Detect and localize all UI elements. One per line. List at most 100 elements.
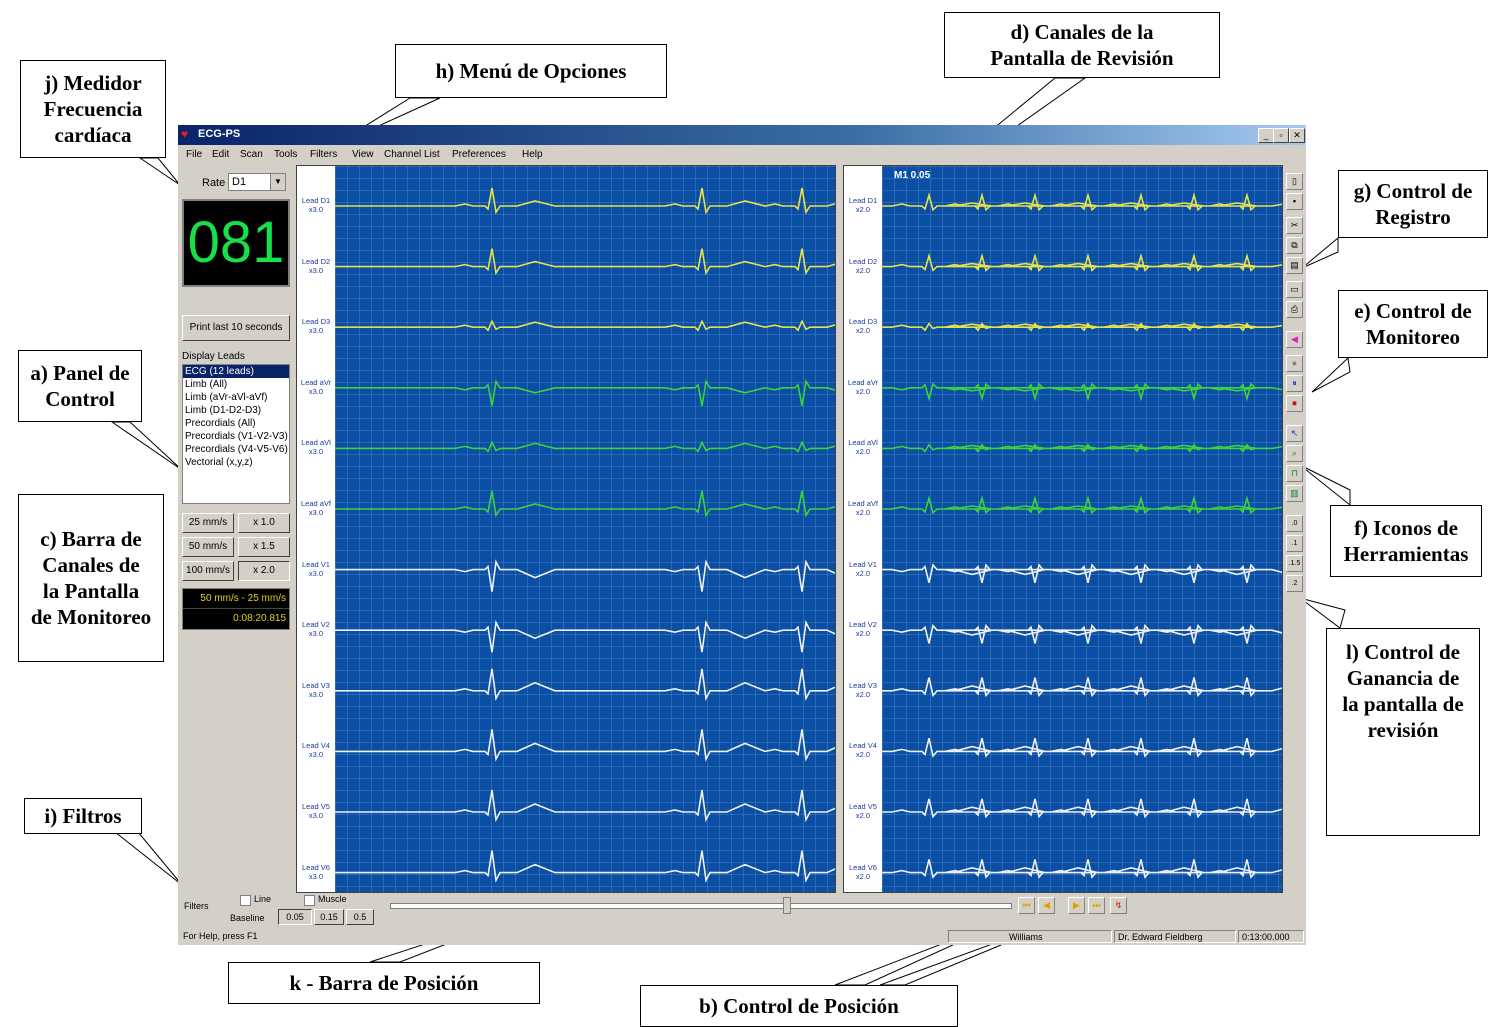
leader-a: [110, 421, 183, 471]
review-gain-2-button[interactable]: .2: [1286, 575, 1303, 592]
callout-a-control-panel: a) Panel de Control: [18, 350, 142, 422]
position-bar-thumb[interactable]: [783, 897, 791, 914]
review-channel-bar: [844, 166, 882, 892]
review-lead-label: Lead V5 x2.0: [849, 802, 877, 820]
step-forward-icon[interactable]: ▶: [1068, 897, 1085, 914]
monitor-lead-label: Lead aVf x3.0: [300, 499, 332, 517]
menu-channel-list[interactable]: Channel List: [384, 149, 440, 160]
display-leads-label: Display Leads: [182, 351, 245, 362]
zoom-tool-icon[interactable]: ⌕: [1286, 445, 1303, 462]
jump-position-icon[interactable]: ↯: [1110, 897, 1127, 914]
review-trace-4: [882, 443, 1282, 453]
step-back-icon[interactable]: ◀: [1038, 897, 1055, 914]
review-gain-1-5-button[interactable]: .1.5: [1286, 555, 1303, 572]
baseline-0-05-button[interactable]: 0.05: [278, 909, 312, 925]
monitor-pause-icon[interactable]: ⏸: [1286, 375, 1303, 392]
status-bar: For Help, press F1 Williams Dr. Edward F…: [178, 930, 1306, 945]
list-item[interactable]: Precordials (All): [185, 418, 256, 429]
monitor-trace-7: [335, 619, 835, 653]
copy-icon[interactable]: ⧉: [1286, 237, 1303, 254]
rate-lead-select[interactable]: D1 ▼: [228, 173, 286, 191]
print-preview-icon[interactable]: ▭: [1286, 281, 1303, 298]
status-help-text: For Help, press F1: [183, 931, 258, 941]
chevron-down-icon: ▼: [270, 174, 285, 190]
review-lead-label: Lead D3 x2.0: [848, 317, 878, 336]
save-icon[interactable]: ▪: [1286, 193, 1303, 210]
line-filter-checkbox[interactable]: [240, 895, 251, 906]
review-trace-2: [882, 322, 1282, 332]
monitor-lead-label: Lead V2 x3.0: [302, 620, 330, 639]
maximize-button[interactable]: ▫: [1273, 128, 1289, 143]
menu-filters[interactable]: Filters: [310, 149, 338, 160]
list-item[interactable]: Limb (aVr-aVl-aVf): [185, 392, 268, 403]
new-file-icon[interactable]: ▯: [1286, 173, 1303, 190]
menu-view[interactable]: View: [352, 149, 374, 160]
baseline-0-5-button[interactable]: 0.5: [346, 909, 374, 925]
review-lead-label: Lead D2 x2.0: [848, 256, 878, 275]
gain-1-5-button[interactable]: x 1.5: [238, 537, 290, 557]
baseline-0-15-button[interactable]: 0.15: [314, 909, 344, 925]
list-item[interactable]: Precordials (V1-V2-V3): [185, 431, 288, 442]
position-bar-track[interactable]: [390, 903, 1012, 909]
review-lead-label: Lead aVl x2.0: [848, 438, 878, 457]
monitor-ecg-traces: [335, 187, 835, 883]
callout-j-heart-rate-meter: j) Medidor Frecuencia cardíaca: [20, 60, 166, 158]
callout-h-options-menu: h) Menú de Opciones: [395, 44, 667, 98]
monitor-lead-label: Lead V6 x3.0: [302, 862, 330, 881]
menu-scan[interactable]: Scan: [240, 149, 263, 160]
callout-g-record-control: g) Control de Registro: [1338, 170, 1488, 238]
leader-f: [1299, 464, 1351, 507]
list-item[interactable]: Vectorial (x,y,z): [185, 457, 253, 468]
paste-icon[interactable]: ▤: [1286, 257, 1303, 274]
filters-label: Filters: [184, 901, 209, 911]
menu-bar: File Edit Scan Tools Filters View Channe…: [178, 146, 1306, 164]
speed-25-button[interactable]: 25 mm/s: [182, 513, 234, 533]
gain-2-0-button[interactable]: x 2.0: [238, 561, 290, 581]
list-item[interactable]: Precordials (V4-V5-V6): [185, 444, 288, 455]
monitor-lead-label: Lead V1 x3.0: [302, 559, 330, 578]
monitor-play-icon[interactable]: ●: [1286, 355, 1303, 372]
review-lead-label: Lead aVf x2.0: [847, 499, 879, 517]
muscle-filter-label: Muscle: [318, 894, 347, 904]
baseline-label: Baseline: [230, 913, 265, 923]
cut-icon[interactable]: ✂: [1286, 217, 1303, 234]
review-screen[interactable]: Lead D1 x2.0 Lead D2 x2.0 Lead D3 x2.0 Lead…: [843, 165, 1283, 893]
monitor-lead-label: Lead D2 x3.0: [301, 256, 331, 275]
heart-rate-display: 081: [182, 199, 290, 287]
close-button[interactable]: ✕: [1289, 128, 1305, 143]
callout-k-text: k - Barra de Posición: [289, 971, 479, 995]
minimize-button[interactable]: _: [1258, 128, 1274, 143]
monitor-lead-label: Lead V5 x3.0: [302, 802, 330, 820]
gain-1-0-button[interactable]: x 1.0: [238, 513, 290, 533]
speed-100-button[interactable]: 100 mm/s: [182, 561, 234, 581]
review-gain-0-button[interactable]: .0: [1286, 515, 1303, 532]
menu-preferences[interactable]: Preferences: [452, 149, 506, 160]
list-item[interactable]: Limb (All): [185, 379, 228, 390]
display-leads-list[interactable]: ECG (12 leads) Limb (All) Limb (aVr-aVl-…: [182, 364, 290, 504]
monitor-trace-5: [335, 490, 835, 518]
menu-help[interactable]: Help: [522, 149, 543, 160]
review-gain-1-button[interactable]: .1: [1286, 535, 1303, 552]
list-item[interactable]: ECG (12 leads): [183, 365, 289, 378]
monitor-screen[interactable]: Lead D1 x3.0 Lead D2 x3.0 Lead D3 x3.0 Lead…: [296, 165, 836, 893]
monitor-lead-label: Lead V4 x3.0: [302, 741, 330, 760]
callout-i-filters: i) Filtros: [24, 798, 142, 834]
leader-g: [1301, 236, 1339, 269]
print-icon[interactable]: ⎙: [1286, 301, 1303, 318]
menu-file[interactable]: File: [186, 149, 203, 160]
go-to-start-icon[interactable]: ⏮: [1018, 897, 1035, 914]
monitor-start-icon[interactable]: ◀: [1286, 331, 1303, 348]
monitor-stop-icon[interactable]: ⏹: [1286, 395, 1303, 412]
muscle-filter-checkbox[interactable]: [304, 895, 315, 906]
menu-edit[interactable]: Edit: [212, 149, 230, 160]
callout-b-text: b) Control de Posición: [699, 994, 899, 1018]
print-last-10-seconds-button[interactable]: Print last 10 seconds: [182, 315, 290, 341]
monitor-lead-label: Lead V3 x3.0: [302, 680, 330, 699]
report-tool-icon[interactable]: ▥: [1286, 485, 1303, 502]
speed-50-button[interactable]: 50 mm/s: [182, 537, 234, 557]
measure-tool-icon[interactable]: ⊓: [1286, 465, 1303, 482]
menu-tools[interactable]: Tools: [274, 149, 298, 160]
list-item[interactable]: Limb (D1-D2-D3): [185, 405, 262, 416]
go-to-end-icon[interactable]: ⏭: [1088, 897, 1105, 914]
pointer-tool-icon[interactable]: ↖: [1286, 425, 1303, 442]
